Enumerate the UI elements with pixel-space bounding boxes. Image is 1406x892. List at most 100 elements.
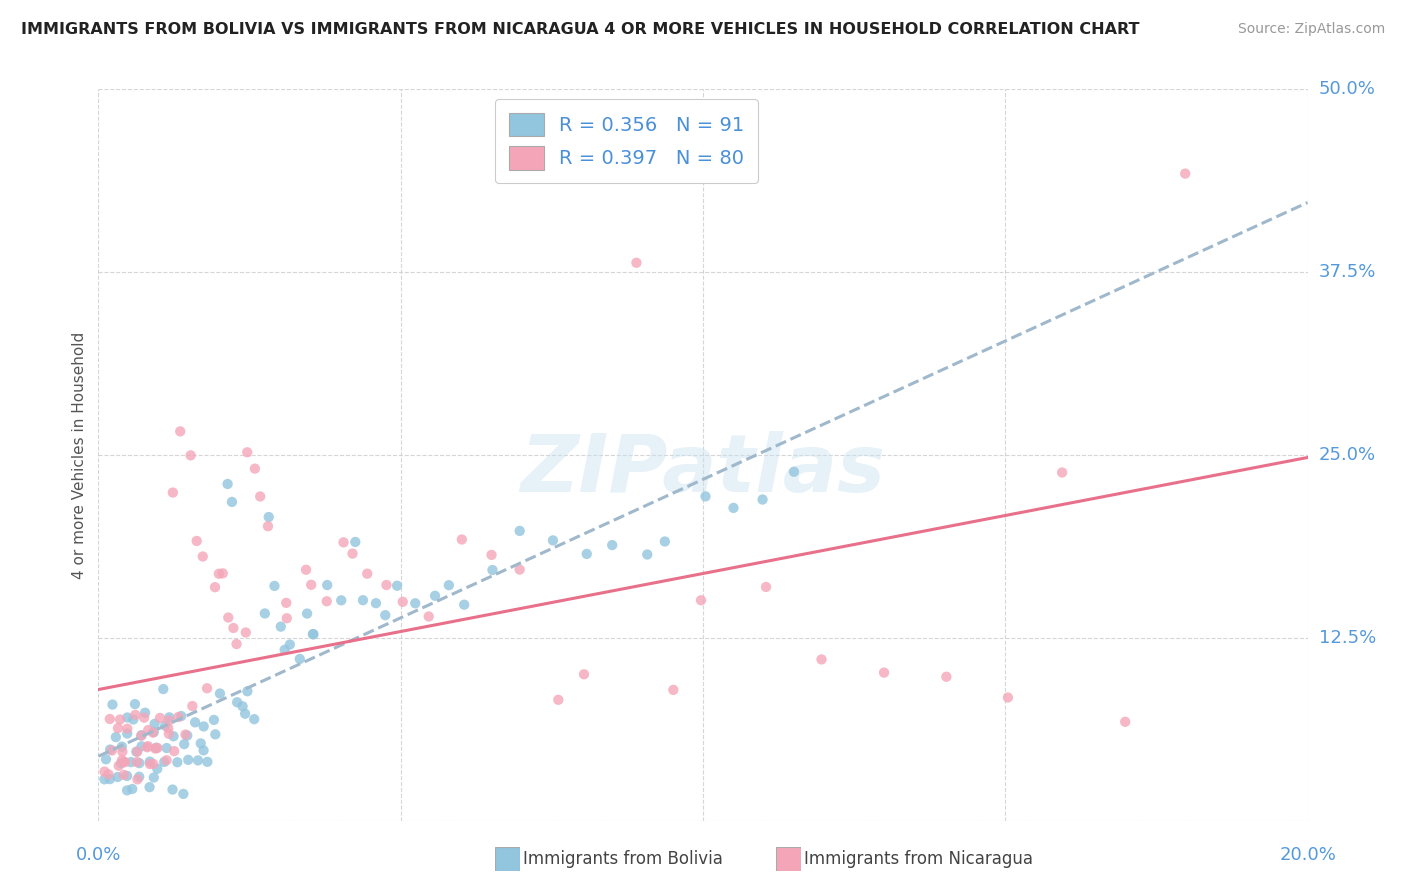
Point xyxy=(101,698,124,712)
Point xyxy=(128,770,150,784)
Point xyxy=(125,745,148,759)
Point xyxy=(139,757,162,772)
Point xyxy=(156,753,179,767)
Point xyxy=(235,625,257,640)
Point xyxy=(257,510,280,524)
Point xyxy=(117,722,139,736)
Point xyxy=(723,500,745,515)
Point xyxy=(173,737,195,751)
Point xyxy=(263,579,285,593)
Point xyxy=(157,710,180,724)
Point xyxy=(93,772,115,787)
Point xyxy=(352,593,374,607)
Point xyxy=(177,753,200,767)
Point xyxy=(156,741,179,756)
Point xyxy=(136,723,159,737)
Point xyxy=(315,594,337,608)
Point xyxy=(190,736,212,750)
Point xyxy=(626,256,648,270)
Point xyxy=(654,534,676,549)
Point xyxy=(1050,466,1073,480)
Point xyxy=(142,756,165,771)
Point xyxy=(450,533,472,547)
Point xyxy=(142,771,165,785)
Point xyxy=(636,548,658,562)
Point xyxy=(273,642,295,657)
Point xyxy=(163,744,186,758)
Point xyxy=(180,448,202,462)
Point xyxy=(121,781,143,796)
Text: IMMIGRANTS FROM BOLIVIA VS IMMIGRANTS FROM NICARAGUA 4 OR MORE VEHICLES IN HOUSE: IMMIGRANTS FROM BOLIVIA VS IMMIGRANTS FR… xyxy=(21,22,1140,37)
Point xyxy=(253,607,276,621)
Point xyxy=(509,524,531,538)
Point xyxy=(453,598,475,612)
Point xyxy=(276,611,298,625)
Point xyxy=(222,621,245,635)
Point xyxy=(107,721,129,735)
Text: 20.0%: 20.0% xyxy=(1279,846,1336,863)
Point xyxy=(93,764,115,779)
Point xyxy=(374,608,396,623)
Text: ZIPatlas: ZIPatlas xyxy=(520,431,886,508)
Point xyxy=(101,743,124,757)
Point xyxy=(117,710,139,724)
Point xyxy=(221,495,243,509)
Point xyxy=(288,652,311,666)
Point xyxy=(509,563,531,577)
Point xyxy=(170,709,193,723)
Point xyxy=(695,490,717,504)
Point xyxy=(124,697,146,711)
Point xyxy=(600,538,623,552)
Point xyxy=(98,742,121,756)
Point xyxy=(873,665,896,680)
Point xyxy=(115,726,138,740)
Point xyxy=(131,739,153,754)
Point xyxy=(138,780,160,794)
Point xyxy=(186,533,208,548)
Point xyxy=(157,714,180,728)
Point xyxy=(541,533,564,548)
Point xyxy=(437,578,460,592)
Point xyxy=(166,756,188,770)
Point xyxy=(217,610,239,624)
Point xyxy=(356,566,378,581)
Point xyxy=(94,752,117,766)
Point xyxy=(111,739,134,754)
Point xyxy=(169,425,191,439)
Point xyxy=(97,767,120,781)
Point xyxy=(270,620,292,634)
Point xyxy=(174,727,197,741)
Point xyxy=(783,465,806,479)
Point xyxy=(98,772,121,786)
Point xyxy=(208,686,231,700)
Point xyxy=(257,519,280,533)
Point xyxy=(217,477,239,491)
Point xyxy=(375,578,398,592)
Point xyxy=(122,713,145,727)
Point xyxy=(136,739,159,753)
Point xyxy=(191,549,214,564)
Point xyxy=(332,535,354,549)
Point xyxy=(211,566,233,581)
Text: Immigrants from Nicaragua: Immigrants from Nicaragua xyxy=(804,850,1033,868)
Point xyxy=(342,547,364,561)
Point xyxy=(172,787,194,801)
Point xyxy=(997,690,1019,705)
Point xyxy=(391,595,413,609)
Point xyxy=(662,682,685,697)
Point xyxy=(364,596,387,610)
Point xyxy=(111,745,134,759)
Point xyxy=(120,755,142,769)
Point xyxy=(108,713,131,727)
Point xyxy=(146,762,169,776)
Point xyxy=(423,589,446,603)
Point xyxy=(243,712,266,726)
Point xyxy=(104,730,127,744)
Point xyxy=(204,727,226,741)
Point xyxy=(193,743,215,757)
Point xyxy=(125,755,148,769)
Point xyxy=(193,719,215,733)
Point xyxy=(142,725,165,739)
Point xyxy=(136,740,159,755)
Point xyxy=(110,756,132,771)
